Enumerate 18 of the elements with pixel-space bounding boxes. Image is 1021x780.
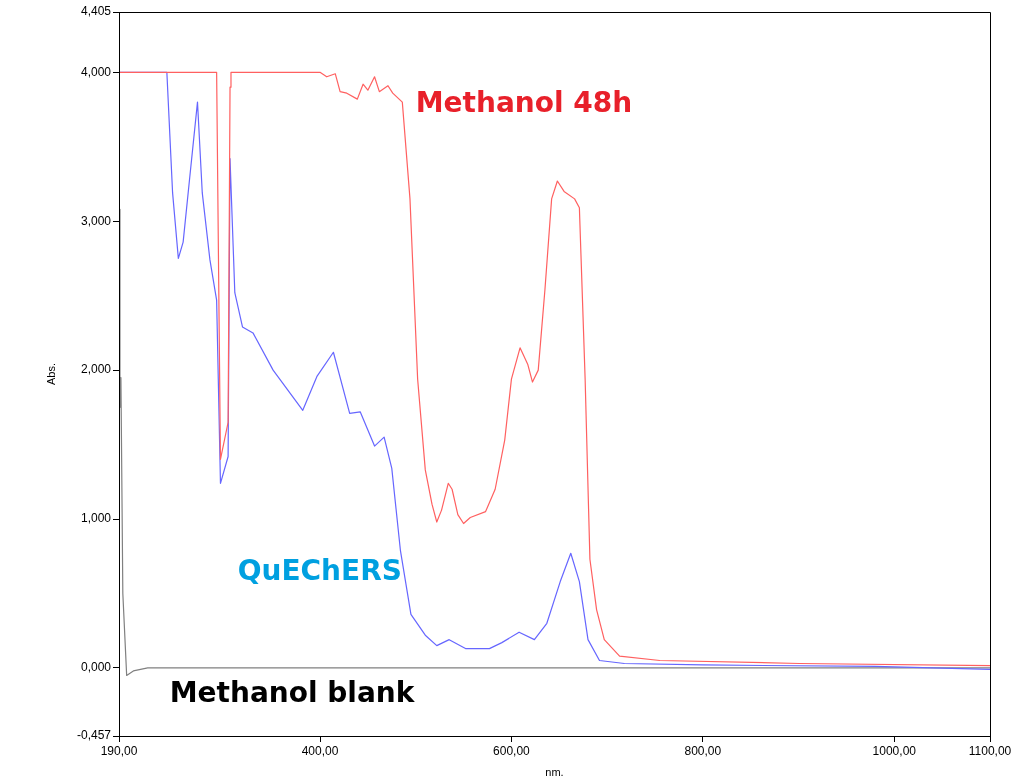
series-label: QuEChERS (237, 553, 402, 587)
y-tick-label: 3,000 (80, 213, 112, 228)
x-tick-label: 190,00 (100, 743, 138, 758)
x-tick-label: 1100,00 (968, 743, 1012, 758)
y-tick-label: 4,000 (80, 64, 112, 79)
series-label: Methanol 48h (415, 86, 633, 120)
x-tick-label: 800,00 (684, 743, 722, 758)
y-tick-label: -0,457 (76, 728, 112, 743)
x-tick-label: 400,00 (301, 743, 339, 758)
y-tick-label: 2,000 (80, 362, 112, 377)
y-tick-label: 4,405 (80, 4, 112, 19)
x-tick-label: 1000,00 (872, 743, 917, 758)
y-tick-label: 1,000 (80, 511, 112, 526)
y-tick-label: 0,000 (80, 660, 112, 675)
y-axis-title: Abs. (44, 362, 57, 386)
x-axis-title: nm. (545, 766, 564, 779)
x-tick-label: 600,00 (493, 743, 531, 758)
series-label: Methanol blank (169, 676, 416, 710)
